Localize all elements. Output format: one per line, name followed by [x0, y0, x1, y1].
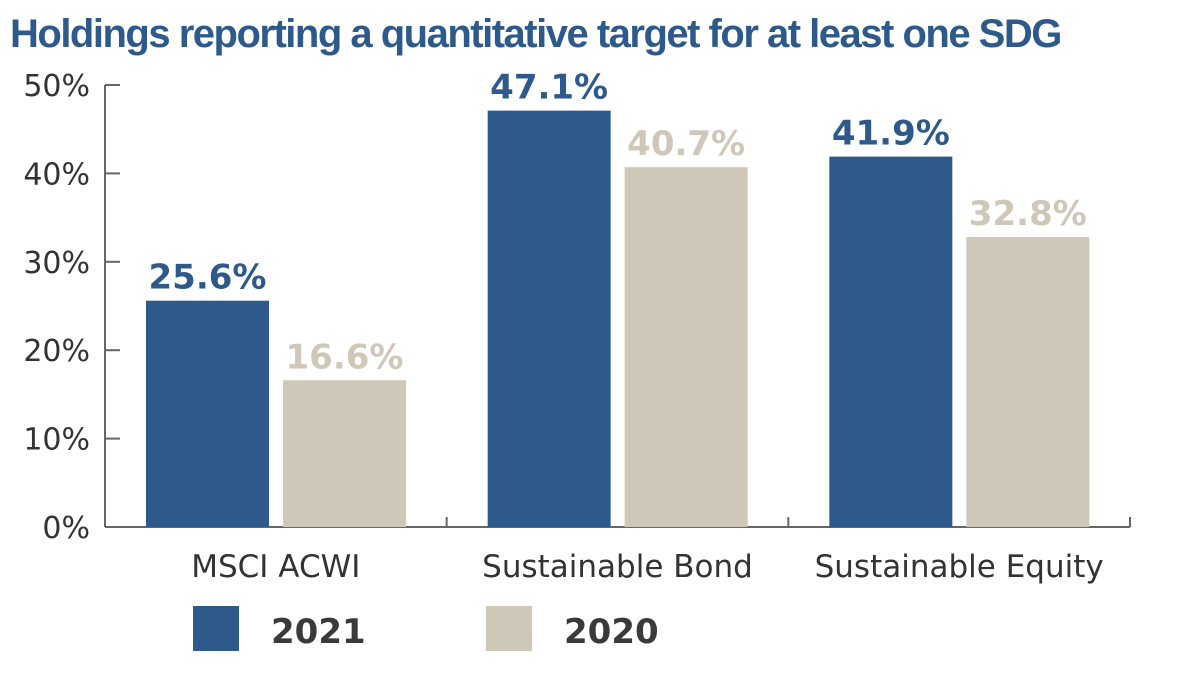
y-tick-label: 0% — [42, 511, 90, 546]
y-tick-label: 10% — [23, 423, 90, 458]
y-tick-label: 30% — [23, 246, 90, 281]
bar-2020-0 — [283, 380, 406, 527]
data-label-2021-2: 41.9% — [832, 114, 950, 154]
data-label-2021-0: 25.6% — [149, 258, 267, 298]
category-label: MSCI ACWI — [191, 549, 360, 585]
legend-label-2020: 2020 — [564, 612, 659, 652]
bar-2021-1 — [487, 110, 611, 528]
data-label-2020-2: 32.8% — [969, 194, 1087, 234]
data-labels: 25.6% 16.6% 47.1% 40.7% 41.9% 32.8% — [149, 68, 1087, 378]
bar-2020-1 — [624, 167, 748, 527]
data-label-2020-0: 16.6% — [286, 337, 404, 377]
x-axis — [105, 517, 1131, 528]
category-labels: MSCI ACWI Sustainable Bond Sustainable Equ… — [191, 549, 1103, 585]
legend-label-2021: 2021 — [271, 612, 366, 652]
bars — [146, 110, 1090, 528]
data-label-2020-1: 40.7% — [627, 124, 745, 164]
legend-swatch-2020 — [486, 606, 532, 651]
bar-2021-0 — [146, 300, 269, 527]
category-label: Sustainable Bond — [482, 549, 753, 585]
bar-2021-2 — [829, 156, 953, 527]
legend: 2021 2020 — [193, 606, 659, 652]
y-axis: 0% 10% 20% 30% 40% 50% — [23, 69, 120, 546]
y-tick-label: 40% — [23, 157, 90, 192]
data-label-2021-1: 47.1% — [490, 68, 608, 108]
chart-title: Holdings reporting a quantitative target… — [10, 12, 1062, 56]
legend-swatch-2021 — [193, 606, 239, 651]
category-label: Sustainable Equity — [815, 549, 1104, 585]
y-tick-label: 50% — [23, 69, 90, 104]
bar-2020-2 — [966, 237, 1090, 527]
y-tick-label: 20% — [23, 334, 90, 369]
